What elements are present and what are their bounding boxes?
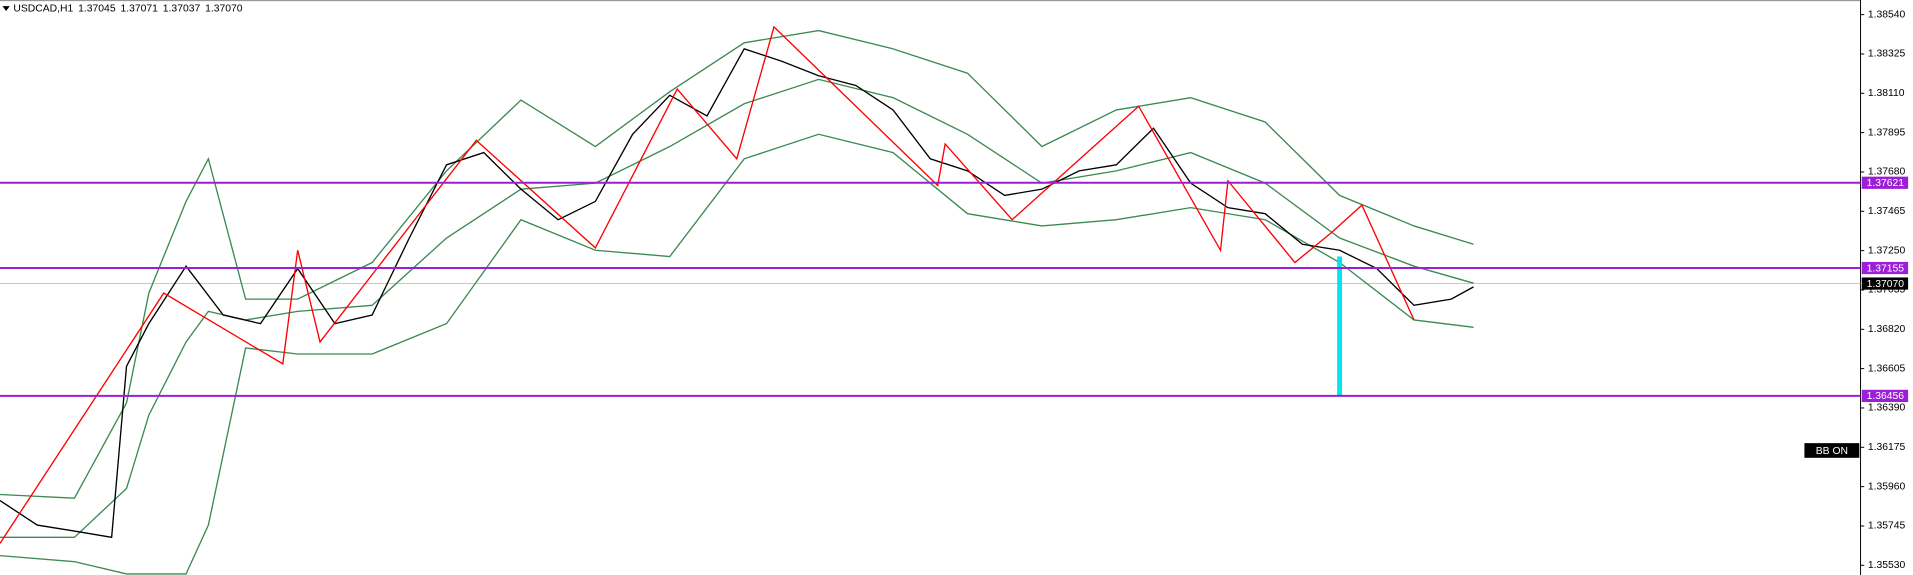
y-tick-label: 1.37895 [1868,127,1906,138]
price-line [0,48,1474,539]
level-label-bg [1861,389,1909,402]
price-line [0,29,1474,499]
current-price-bg [1861,277,1909,290]
level-label: 1.37155 [1867,263,1905,274]
y-tick-label: 1.35960 [1868,481,1906,492]
y-tick-label: 1.37465 [1868,206,1906,217]
bb-button[interactable]: BB ON [1804,443,1860,458]
chart-header: USDCAD,H1 1.37045 1.37071 1.37037 1.37070 [13,3,242,14]
y-tick-label: 1.37680 [1868,167,1906,178]
y-tick-label: 1.37250 [1868,245,1906,256]
button-label[interactable]: BB ON [1816,446,1848,457]
price-line [0,78,1474,538]
symbol: USDCAD,H1 [13,3,73,14]
y-tick-label: 1.36820 [1868,324,1906,335]
level-label: 1.37621 [1867,178,1905,189]
price-line [0,25,1415,544]
quote-value: 1.37071 [120,3,158,14]
y-tick-label: 1.36605 [1868,363,1906,374]
y-tick-label: 1.35745 [1868,521,1906,532]
quote-value: 1.37070 [205,3,243,14]
button-bg [1804,443,1860,458]
y-tick-label: 1.36175 [1868,442,1906,453]
marker-bar [1337,256,1343,396]
quote-value: 1.37045 [78,3,116,14]
y-tick-label: 1.37035 [1868,285,1906,296]
quote-value: 1.37037 [163,3,201,14]
price-line [0,133,1474,575]
level-label-bg [1861,261,1909,275]
y-tick-label: 1.38325 [1868,49,1906,60]
y-tick-label: 1.38110 [1868,88,1905,99]
y-tick-label: 1.35530 [1868,560,1906,571]
level-label-bg [1861,176,1909,189]
menu-arrow [2,6,10,11]
current-price-label: 1.37070 [1867,279,1905,290]
y-tick-label: 1.36390 [1868,403,1906,414]
level-label: 1.36456 [1867,391,1905,402]
y-tick-label: 1.38540 [1868,9,1906,20]
